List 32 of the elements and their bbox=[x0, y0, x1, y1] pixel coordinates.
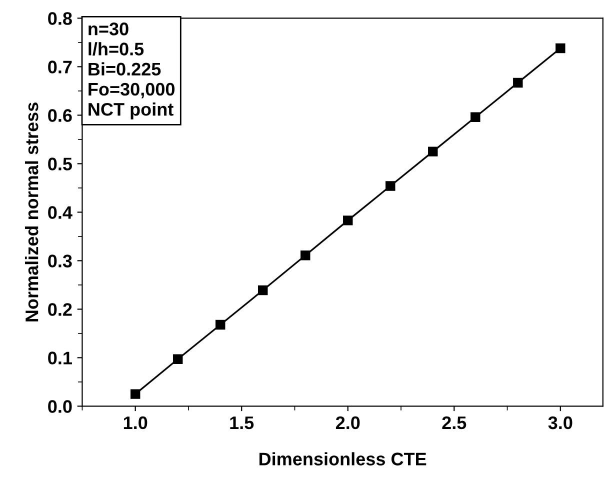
x-tick-label: 1.5 bbox=[230, 416, 254, 430]
y-tick-label: 0.6 bbox=[48, 109, 72, 122]
x-tick-label: 1.0 bbox=[124, 416, 148, 430]
point bbox=[470, 112, 480, 122]
y-tick-label: 0.4 bbox=[48, 206, 72, 219]
y-tick-label: 0.8 bbox=[48, 12, 72, 25]
x-tick-label: 2.5 bbox=[442, 416, 466, 430]
x-axis-title: Dimensionless CTE bbox=[259, 452, 426, 466]
point bbox=[513, 78, 523, 88]
point bbox=[556, 43, 566, 54]
y-tick-label: 0.2 bbox=[48, 303, 72, 316]
annotation: l/h=0.5 bbox=[88, 42, 144, 56]
y-tick-label: 0.0 bbox=[48, 400, 72, 413]
y-tick-label: 0.7 bbox=[48, 60, 72, 74]
y-tick-label: 0.5 bbox=[48, 158, 72, 170]
point bbox=[215, 320, 226, 330]
y-tick-label: 0.1 bbox=[48, 352, 72, 364]
x-tick-label: 3.0 bbox=[548, 416, 572, 430]
x-tick-label: 2.0 bbox=[336, 416, 360, 430]
point bbox=[386, 181, 396, 191]
y-axis-title: Normalized normal stress bbox=[25, 102, 38, 322]
point bbox=[258, 285, 268, 296]
point bbox=[300, 250, 310, 260]
point bbox=[428, 146, 438, 156]
annotation: n=30 bbox=[88, 22, 128, 36]
point bbox=[343, 216, 353, 226]
point bbox=[172, 354, 183, 364]
point bbox=[130, 389, 140, 399]
annotation: Fo=30,000 bbox=[88, 82, 175, 98]
annotation: NCT point bbox=[88, 102, 174, 120]
y-tick-label: 0.3 bbox=[48, 254, 72, 268]
annotation: Bi=0.225 bbox=[88, 62, 161, 76]
